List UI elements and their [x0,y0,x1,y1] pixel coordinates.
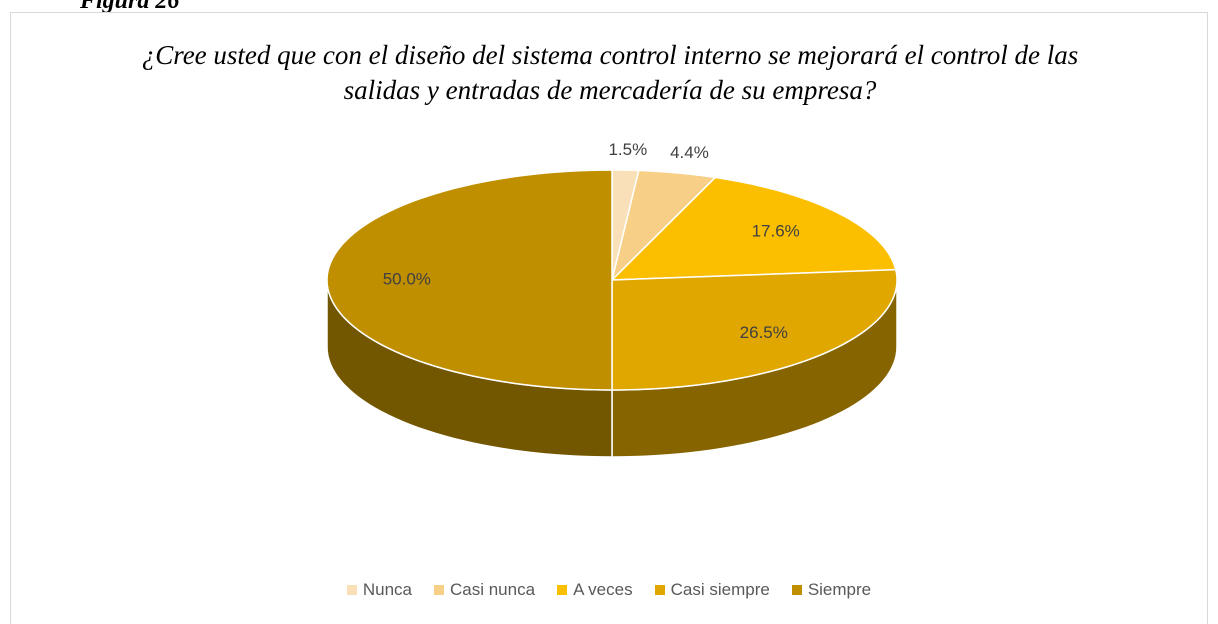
data-label: 1.5% [608,140,647,159]
legend-item: A veces [557,580,633,600]
legend-swatch [557,585,568,595]
legend-swatch [346,585,357,595]
legend-item: Casi nunca [434,580,535,600]
legend-item: Nunca [346,580,412,600]
data-label: 26.5% [740,323,788,342]
slice [326,169,613,391]
figure-label: Figura 26 [80,0,180,14]
chart-title: ¿Cree usted que con el diseño del sistem… [141,40,1079,105]
legend-label: Nunca [362,580,412,599]
data-label: 4.4% [670,143,709,162]
legend-label: A veces [573,580,633,599]
legend-swatch [654,585,665,595]
legend: Nunca Casi nunca A veces Casi siempre Siempr… [0,580,1218,600]
legend-label: Casi nunca [450,580,536,599]
slice [611,268,898,391]
legend-label: Casi siempre [670,580,770,599]
legend-swatch [791,585,802,595]
legend-swatch [434,585,444,595]
data-label: 50.0% [383,269,431,288]
slice [610,176,897,281]
legend-item: Siempre [791,580,872,600]
data-label: 17.6% [752,222,800,241]
legend-label: Siempre [807,580,872,599]
slice [610,169,717,283]
chart-frame [10,12,1208,624]
legend-item: Casi siempre [654,580,770,600]
